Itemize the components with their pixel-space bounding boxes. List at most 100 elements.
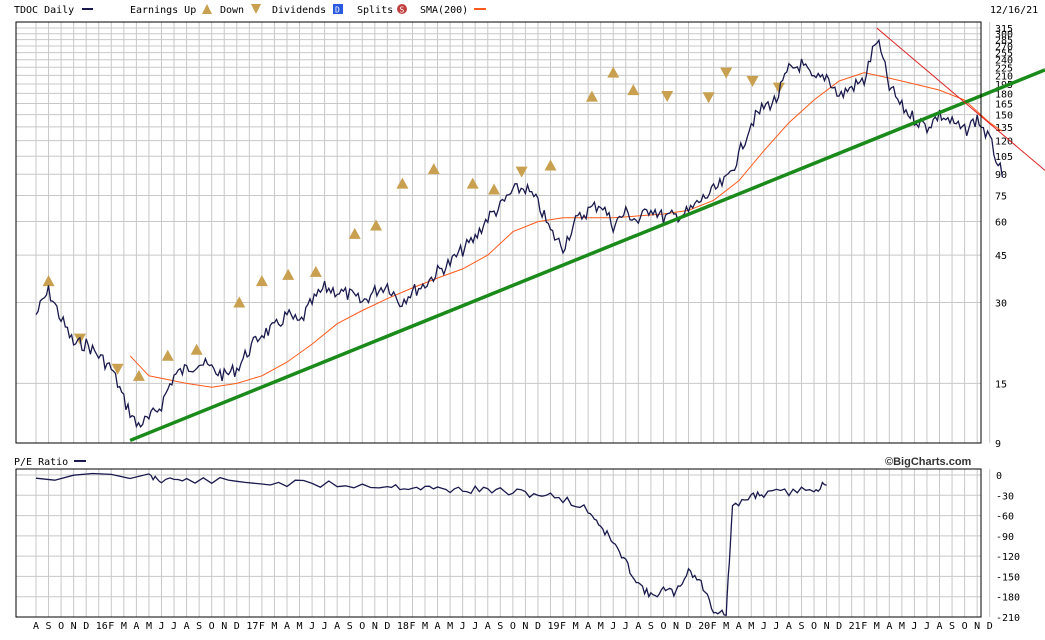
y-tick-label: 75 — [995, 192, 1007, 203]
y-tick-label: 150 — [995, 111, 1013, 122]
x-tick-label: N — [522, 621, 528, 632]
x-tick-label: M — [598, 621, 604, 632]
earnings-up-marker[interactable] — [255, 275, 268, 287]
x-tick-label: A — [435, 621, 441, 632]
earnings-down-marker[interactable] — [746, 76, 759, 88]
earnings-up-marker[interactable] — [282, 268, 295, 280]
x-tick-label: D — [836, 621, 842, 632]
earnings-up-marker[interactable] — [585, 90, 598, 102]
x-tick-label: F — [409, 621, 415, 632]
green-trendline — [129, 68, 1045, 443]
earnings-up-marker[interactable] — [488, 183, 501, 195]
x-tick-label: J — [761, 621, 767, 632]
y-tick-label: 165 — [995, 99, 1013, 110]
earnings-down-marker[interactable] — [661, 90, 674, 102]
x-tick-label: A — [133, 621, 139, 632]
x-tick-label: A — [585, 621, 591, 632]
earnings-up-marker[interactable] — [427, 163, 440, 175]
y-tick-label: 270 — [995, 42, 1013, 53]
main-grid — [16, 22, 991, 444]
earnings-up-marker[interactable] — [132, 369, 145, 381]
earnings-down-marker[interactable] — [702, 92, 715, 104]
pe-y-tick-label: 0 — [996, 471, 1002, 482]
x-tick-label: D — [234, 621, 240, 632]
earnings-down-marker[interactable] — [720, 67, 733, 79]
earnings-up-marker[interactable] — [348, 227, 361, 239]
x-tick-label: 19 — [547, 621, 559, 632]
x-tick-label: S — [497, 621, 503, 632]
earnings-up-marker[interactable] — [370, 219, 383, 231]
x-tick-label: N — [673, 621, 679, 632]
x-tick-label: M — [271, 621, 277, 632]
red-trendline — [876, 27, 1045, 171]
earnings-markers — [42, 66, 785, 381]
earnings-up-label: Earnings Up — [130, 5, 196, 16]
x-tick-label: O — [962, 621, 968, 632]
x-tick-label: M — [297, 621, 303, 632]
y-tick-label: 9 — [995, 439, 1001, 450]
x-tick-label: N — [71, 621, 77, 632]
chart-date: 12/16/21 — [990, 5, 1038, 16]
x-tick-label: M — [422, 621, 428, 632]
x-tick-label: A — [786, 621, 792, 632]
x-tick-label: D — [535, 621, 541, 632]
earnings-up-marker[interactable] — [466, 177, 479, 189]
y-tick-label: 105 — [995, 152, 1013, 163]
earnings-down-marker[interactable] — [515, 166, 528, 178]
earnings-up-marker[interactable] — [233, 296, 246, 308]
splits-label: Splits — [357, 5, 393, 16]
earnings-down-marker[interactable] — [111, 363, 124, 375]
earnings-up-marker[interactable] — [627, 84, 640, 96]
y-tick-label: 315 — [995, 24, 1013, 35]
x-tick-label: F — [861, 621, 867, 632]
x-tick-label: M — [573, 621, 579, 632]
dividends-label: Dividends — [272, 5, 326, 16]
x-tick-label: N — [824, 621, 830, 632]
y-tick-label: 30 — [995, 298, 1007, 309]
y-tick-label: 45 — [995, 251, 1007, 262]
x-tick-label: J — [158, 621, 164, 632]
dividends-icon: D — [333, 4, 343, 15]
x-tick-label: D — [384, 621, 390, 632]
pe-panel-border — [15, 468, 982, 618]
x-tick-label: S — [798, 621, 804, 632]
x-tick-label: J — [472, 621, 478, 632]
down-label: Down — [220, 5, 244, 16]
x-tick-label: M — [121, 621, 127, 632]
earnings-up-marker[interactable] — [607, 66, 620, 78]
x-tick-label: 20 — [698, 621, 710, 632]
earnings-down-marker[interactable] — [772, 82, 785, 94]
pe-y-tick-label: -90 — [996, 532, 1014, 543]
x-tick-label: M — [874, 621, 880, 632]
earnings-down-icon — [251, 4, 261, 14]
x-tick-label: F — [108, 621, 114, 632]
x-tick-label: 21 — [849, 621, 861, 632]
x-tick-label: A — [937, 621, 943, 632]
earnings-up-marker[interactable] — [190, 343, 203, 355]
x-tick-label: S — [347, 621, 353, 632]
earnings-up-marker[interactable] — [396, 177, 409, 189]
earnings-up-marker[interactable] — [309, 265, 322, 277]
x-tick-label: S — [196, 621, 202, 632]
pe-grid — [16, 469, 991, 618]
pe-y-tick-label: -150 — [996, 572, 1020, 583]
earnings-up-marker[interactable] — [42, 275, 55, 287]
pe-y-tick-label: -210 — [996, 613, 1020, 624]
x-tick-label: J — [460, 621, 466, 632]
x-tick-label: J — [911, 621, 917, 632]
y-tick-label: 135 — [995, 123, 1013, 134]
x-tick-label: N — [372, 621, 378, 632]
x-tick-label: J — [171, 621, 177, 632]
x-tick-label: O — [209, 621, 215, 632]
pe-y-tick-label: -120 — [996, 552, 1020, 563]
x-tick-label: O — [58, 621, 64, 632]
x-tick-label: 17 — [246, 621, 258, 632]
pe-y-tick-label: -180 — [996, 593, 1020, 604]
x-tick-label: S — [949, 621, 955, 632]
earnings-up-marker[interactable] — [161, 349, 174, 361]
x-tick-label: J — [309, 621, 315, 632]
earnings-up-marker[interactable] — [544, 159, 557, 171]
y-tick-label: 120 — [995, 137, 1013, 148]
x-tick-label: O — [359, 621, 365, 632]
x-tick-label: N — [974, 621, 980, 632]
